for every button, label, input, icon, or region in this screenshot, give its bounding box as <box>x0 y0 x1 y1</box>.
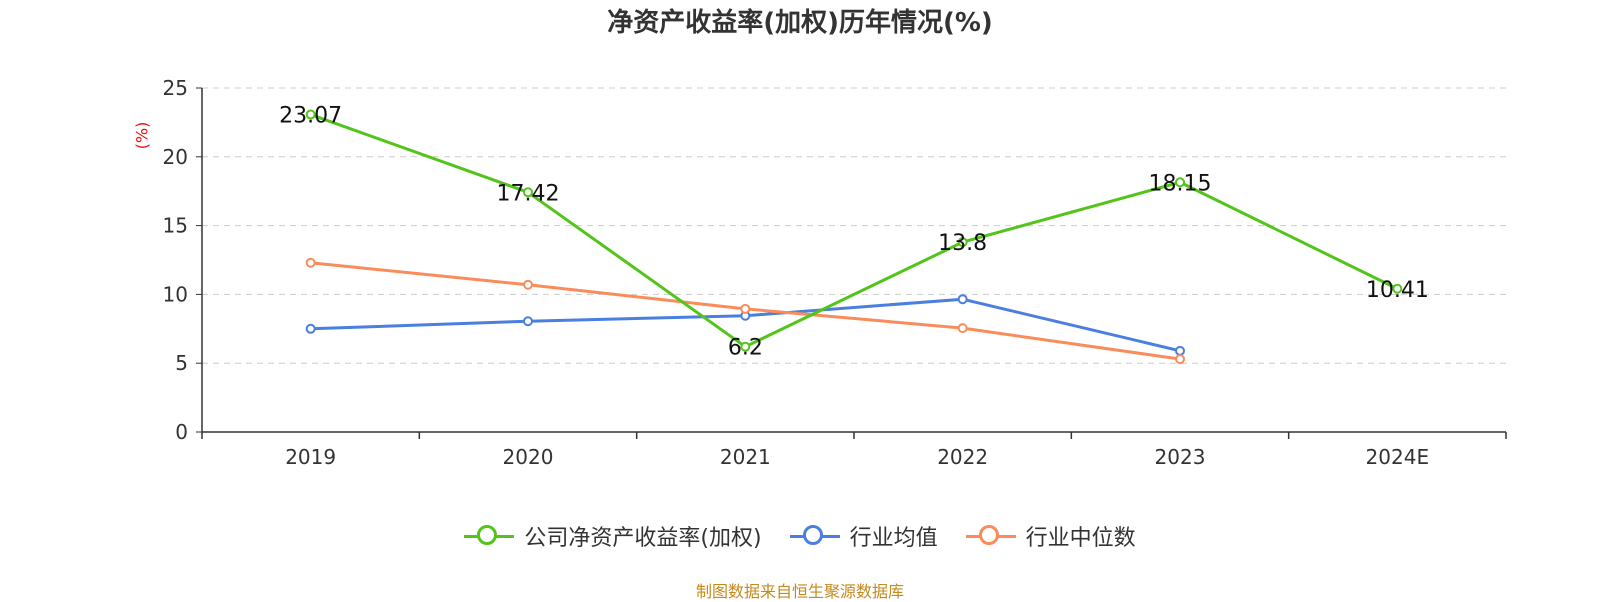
data-label: 10.41 <box>1366 278 1429 303</box>
data-point <box>305 323 316 334</box>
series-line <box>310 113 1398 349</box>
legend: 公司净资产收益率(加权) 行业均值 行业中位数 <box>0 520 1600 552</box>
y-tick-label: 5 <box>175 351 188 375</box>
legend-item-company-roe[interactable]: 公司净资产收益率(加权) <box>464 520 762 552</box>
x-tick-label: 2023 <box>1155 445 1206 469</box>
y-tick-label: 15 <box>163 214 188 238</box>
data-label: 6.2 <box>728 336 763 361</box>
legend-item-industry-mean[interactable]: 行业均值 <box>789 520 938 552</box>
data-label: 23.07 <box>279 104 342 129</box>
x-tick-label: 2020 <box>503 445 554 469</box>
data-point <box>740 341 751 352</box>
y-tick-label: 25 <box>163 76 188 100</box>
data-point <box>1392 283 1403 294</box>
data-point <box>523 316 533 327</box>
y-tick-label: 20 <box>163 145 188 169</box>
data-point <box>1175 345 1185 356</box>
data-point <box>523 187 533 198</box>
legend-line-circle-icon <box>464 524 515 548</box>
data-point <box>1175 177 1185 188</box>
x-tick-label: 2019 <box>285 445 336 469</box>
legend-label: 行业均值 <box>849 526 938 551</box>
data-label: 18.15 <box>1149 171 1212 196</box>
data-point <box>1175 354 1185 365</box>
data-point <box>305 109 316 120</box>
data-point <box>957 294 968 305</box>
data-source-note: 制图数据来自恒生聚源数据库 <box>695 582 904 601</box>
legend-label: 行业中位数 <box>1025 526 1136 551</box>
x-tick-label: 2022 <box>937 445 988 469</box>
legend-line-circle-icon <box>965 524 1016 548</box>
x-tick-label: 2024E <box>1366 445 1430 469</box>
data-label: 17.42 <box>497 181 560 206</box>
data-point <box>957 237 968 248</box>
chart-title: 净资产收益率(加权)历年情况(%) <box>607 8 993 38</box>
data-point <box>740 303 751 314</box>
y-tick-label: 0 <box>175 420 188 444</box>
data-point <box>523 279 533 290</box>
data-point <box>305 257 316 268</box>
y-tick-label: 10 <box>163 282 188 306</box>
data-point <box>957 323 968 334</box>
legend-line-circle-icon <box>789 524 840 548</box>
legend-label: 公司净资产收益率(加权) <box>524 526 762 551</box>
data-label: 13.8 <box>938 231 987 256</box>
legend-item-industry-median[interactable]: 行业中位数 <box>965 520 1136 552</box>
x-tick-label: 2021 <box>720 445 771 469</box>
